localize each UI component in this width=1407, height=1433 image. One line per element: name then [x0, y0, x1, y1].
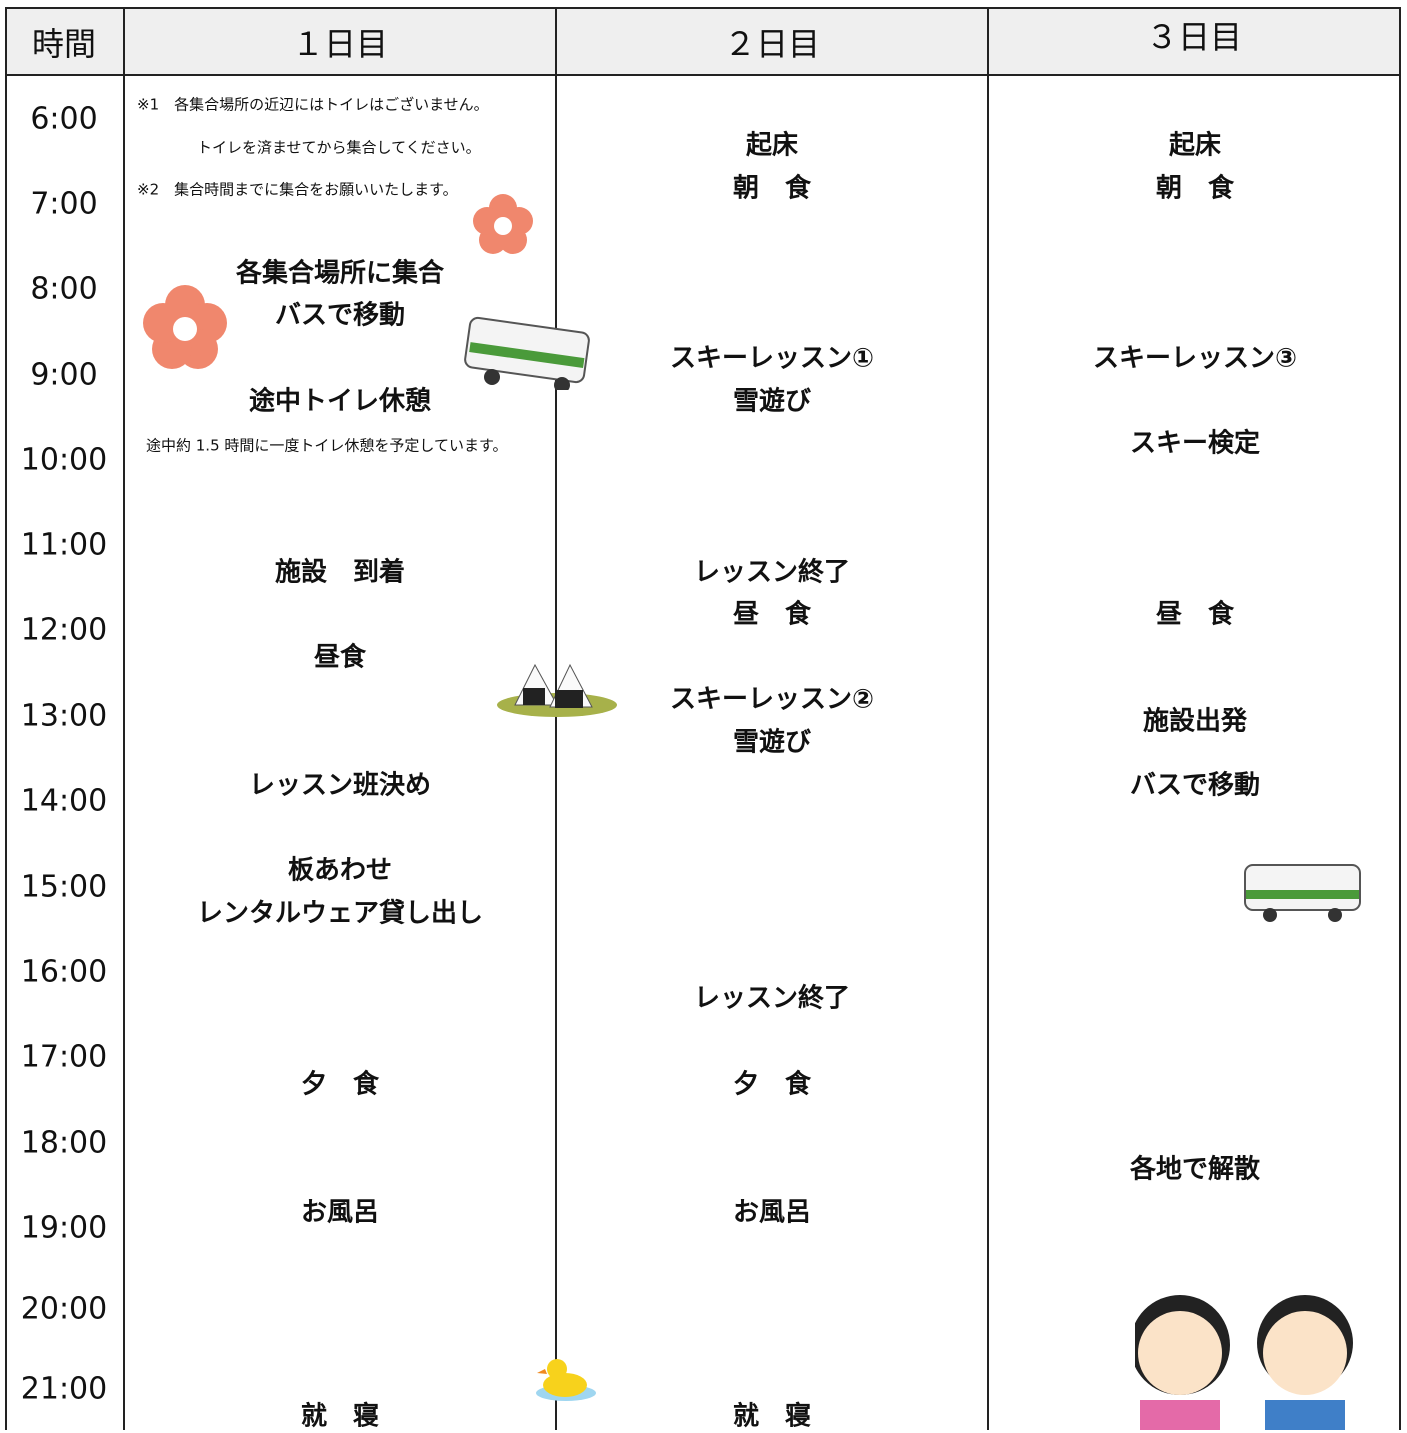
- schedule-item: 各集合場所に集合: [235, 258, 445, 289]
- children-illustration: [1135, 1295, 1353, 1430]
- header-day: ２日目: [723, 25, 821, 63]
- schedule-item: 雪遊び: [732, 386, 812, 417]
- border: [123, 7, 125, 1430]
- flower-illustration: [143, 285, 227, 369]
- time-label: 14:00: [20, 783, 108, 819]
- schedule-item: スキー検定: [1129, 428, 1261, 459]
- schedule-item: 夕 食: [300, 1069, 380, 1100]
- border: [555, 7, 557, 1430]
- time-label: 7:00: [30, 186, 98, 222]
- schedule-item: 板あわせ: [287, 855, 393, 886]
- border: [5, 7, 7, 1430]
- header-day: １日目: [291, 25, 389, 63]
- note: ※2 集合時間までに集合をお願いいたします。: [137, 180, 458, 199]
- schedule-item: スキーレッスン②: [669, 684, 875, 715]
- header-day: ３日目: [1145, 18, 1243, 56]
- onigiri-illustration: [497, 663, 617, 717]
- time-label: 11:00: [20, 527, 108, 563]
- border: [6, 74, 1401, 76]
- time-label: 16:00: [20, 954, 108, 990]
- schedule-item: 就 寝: [300, 1401, 380, 1432]
- schedule-item: レンタルウェア貸し出し: [196, 898, 484, 929]
- schedule-item: 夕 食: [732, 1069, 812, 1100]
- time-label: 9:00: [30, 357, 98, 393]
- schedule-item: 施設出発: [1142, 706, 1248, 737]
- schedule-item: 昼 食: [1155, 599, 1235, 630]
- bus-illustration: [464, 316, 590, 390]
- schedule-item: 起床: [745, 130, 799, 161]
- time-label: 21:00: [20, 1371, 108, 1407]
- border: [6, 7, 1401, 9]
- duck-illustration: [536, 1359, 596, 1401]
- time-label: 12:00: [20, 612, 108, 648]
- time-label: 20:00: [20, 1291, 108, 1327]
- schedule-item: スキーレッスン③: [1092, 343, 1298, 374]
- header-row: [6, 8, 1400, 74]
- schedule-item: 就 寝: [732, 1401, 812, 1432]
- border: [987, 7, 989, 1430]
- note: ※1 各集合場所の近辺にはトイレはございません。: [137, 95, 489, 114]
- note: トイレを済ませてから集合してください。: [197, 138, 481, 157]
- time-label: 13:00: [20, 698, 108, 734]
- schedule-item: お風呂: [300, 1197, 380, 1228]
- schedule-item: レッスン終了: [693, 983, 851, 1014]
- time-label: 15:00: [20, 869, 108, 905]
- border: [1399, 7, 1401, 1430]
- schedule-item: 各地で解散: [1129, 1154, 1261, 1185]
- schedule-item: 昼食: [313, 642, 367, 673]
- schedule-item: レッスン班決め: [248, 770, 432, 801]
- time-label: 6:00: [30, 101, 98, 137]
- schedule-item: バスで移動: [1129, 770, 1261, 801]
- time-label: 17:00: [20, 1039, 108, 1075]
- schedule-item: 雪遊び: [732, 727, 812, 758]
- note: 途中約 1.5 時間に一度トイレ休憩を予定しています。: [146, 436, 508, 455]
- header-time: 時間: [31, 25, 97, 63]
- schedule-item: 途中トイレ休憩: [248, 386, 432, 417]
- schedule-item: 起床: [1168, 130, 1222, 161]
- schedule-item: 朝 食: [732, 173, 812, 204]
- time-label: 10:00: [20, 442, 108, 478]
- schedule-item: スキーレッスン①: [669, 343, 875, 374]
- flower-illustration: [473, 194, 533, 254]
- schedule-item: バスで移動: [274, 300, 406, 331]
- schedule-item: お風呂: [732, 1197, 812, 1228]
- schedule-item: レッスン終了: [693, 557, 851, 588]
- schedule-item: 施設 到着: [274, 557, 406, 588]
- schedule-item: 昼 食: [732, 599, 812, 630]
- schedule-item: 朝 食: [1155, 173, 1235, 204]
- time-label: 8:00: [30, 271, 98, 307]
- time-label: 19:00: [20, 1210, 108, 1246]
- bus-illustration: [1244, 864, 1361, 922]
- time-label: 18:00: [20, 1125, 108, 1161]
